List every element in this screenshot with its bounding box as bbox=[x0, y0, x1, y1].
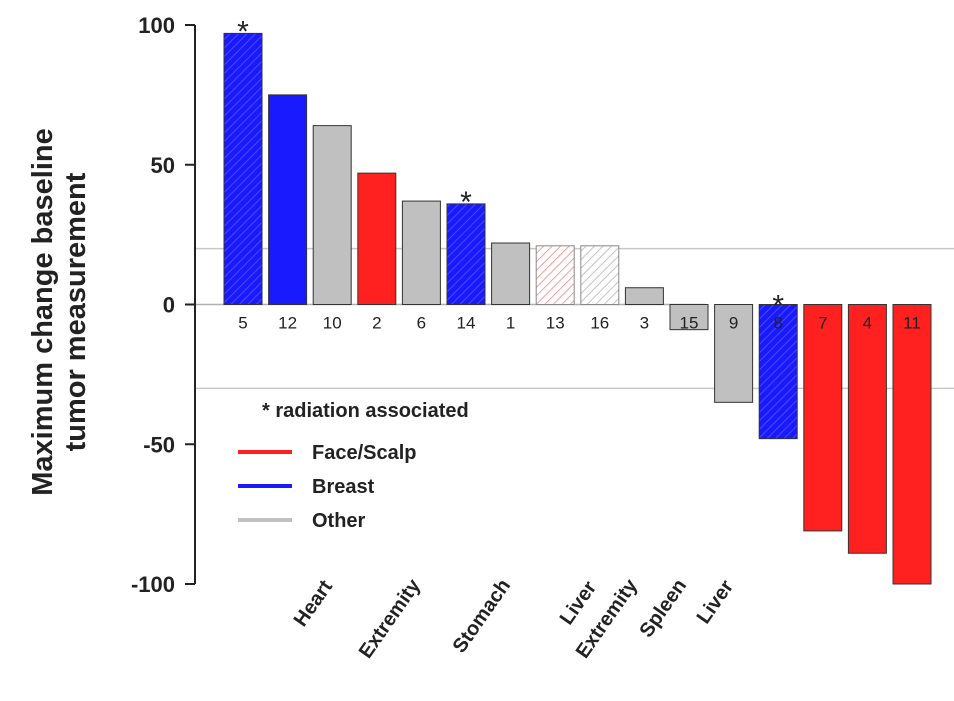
y-axis-title-line1: Maximum change baseline bbox=[27, 128, 59, 495]
bar-3 bbox=[624, 287, 664, 306]
category-label-heart: Heart bbox=[290, 576, 338, 631]
legend-label-face-scalp: Face/Scalp bbox=[312, 442, 417, 464]
bar-label-2: 2 bbox=[372, 314, 381, 333]
bar-label-5: 5 bbox=[238, 314, 247, 333]
bar-8 bbox=[758, 304, 798, 440]
y-tick-label: 0 bbox=[163, 293, 175, 318]
legend-note: * radiation associated bbox=[262, 400, 469, 422]
bar-label-10: 10 bbox=[323, 314, 342, 333]
bar-label-12: 12 bbox=[278, 314, 297, 333]
category-label-liver-2: Liver bbox=[693, 576, 739, 628]
bar-label-3: 3 bbox=[640, 314, 649, 333]
bar-label-15: 15 bbox=[680, 314, 699, 333]
category-label-stomach: Stomach bbox=[449, 575, 515, 657]
bar-1 bbox=[491, 242, 531, 305]
bar-label-8: 8 bbox=[773, 314, 782, 333]
category-label-extremity: Extremity bbox=[355, 575, 426, 663]
radiation-star: * bbox=[772, 290, 784, 323]
category-label-spleen: Spleen bbox=[635, 575, 691, 641]
legend: * radiation associated Face/Scalp Breast… bbox=[238, 400, 469, 532]
bar-label-4: 4 bbox=[863, 314, 872, 333]
bar-label-9: 9 bbox=[729, 314, 738, 333]
bar-13 bbox=[535, 245, 575, 305]
bar-15 bbox=[669, 304, 709, 331]
radiation-star: * bbox=[237, 15, 249, 48]
bar-label-1: 1 bbox=[506, 314, 515, 333]
bar-label-6: 6 bbox=[417, 314, 426, 333]
bar-5 bbox=[223, 32, 263, 305]
bar-6 bbox=[401, 200, 441, 306]
category-labels: Heart Extremity Stomach Liver Extremity … bbox=[290, 575, 738, 663]
bar-label-11: 11 bbox=[903, 314, 921, 333]
bar-9 bbox=[714, 304, 754, 403]
y-tick-label: -50 bbox=[143, 432, 175, 457]
y-axis-title-line2: tumor measurement bbox=[60, 172, 92, 451]
y-axis: 100 50 0 -50 -100 bbox=[131, 13, 196, 597]
bar-label-13: 13 bbox=[546, 314, 565, 333]
bar-14 bbox=[446, 203, 486, 306]
y-tick-label: 50 bbox=[151, 153, 175, 178]
bar-11 bbox=[892, 304, 932, 585]
bar-label-16: 16 bbox=[590, 314, 609, 333]
bar-12 bbox=[268, 94, 308, 305]
y-tick-label: 100 bbox=[138, 13, 175, 38]
bar-10 bbox=[312, 125, 352, 306]
bar-labels: 5*12 10 2 6 14*1 13 16 3 15 9 8*7 4 11 bbox=[237, 15, 921, 332]
bar-16 bbox=[580, 245, 620, 305]
bar-4 bbox=[847, 304, 887, 554]
y-axis-title: Maximum change baseline tumor measuremen… bbox=[27, 128, 92, 495]
legend-label-breast: Breast bbox=[312, 476, 375, 498]
bar-2 bbox=[357, 172, 397, 305]
bar-label-14: 14 bbox=[457, 314, 476, 333]
legend-label-other: Other bbox=[312, 510, 366, 532]
bars bbox=[223, 32, 932, 585]
y-tick-label: -100 bbox=[131, 572, 175, 597]
bar-label-7: 7 bbox=[818, 314, 827, 333]
radiation-star: * bbox=[460, 186, 472, 219]
bar-7 bbox=[803, 304, 843, 532]
